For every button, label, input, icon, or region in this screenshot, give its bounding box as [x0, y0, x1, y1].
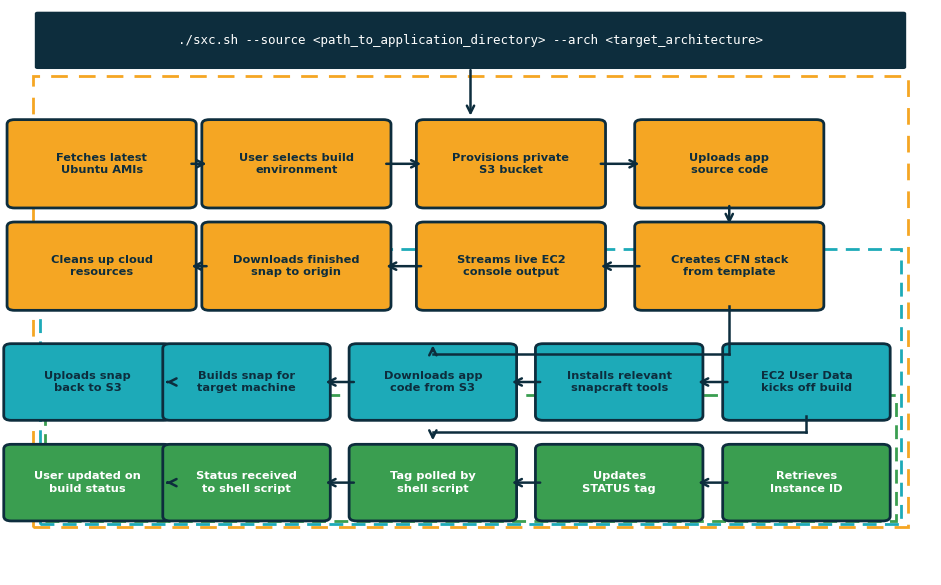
FancyBboxPatch shape [163, 344, 330, 420]
Text: EC2 User Data
kicks off build: EC2 User Data kicks off build [760, 371, 853, 393]
FancyBboxPatch shape [163, 445, 330, 521]
Text: Tag polled by
shell script: Tag polled by shell script [390, 472, 476, 494]
FancyBboxPatch shape [35, 12, 906, 69]
Text: Builds snap for
target machine: Builds snap for target machine [198, 371, 295, 393]
Text: Uploads snap
back to S3: Uploads snap back to S3 [44, 371, 131, 393]
Bar [33, 76, 908, 526]
FancyBboxPatch shape [4, 344, 171, 420]
Text: Creates CFN stack
from template: Creates CFN stack from template [671, 255, 788, 277]
FancyBboxPatch shape [416, 120, 606, 208]
FancyBboxPatch shape [201, 120, 391, 208]
Bar [45, 395, 896, 521]
FancyBboxPatch shape [723, 445, 890, 521]
FancyBboxPatch shape [634, 222, 823, 310]
Text: ./sxc.sh --source <path_to_application_directory> --arch <target_architecture>: ./sxc.sh --source <path_to_application_d… [178, 34, 763, 47]
Text: Downloads app
code from S3: Downloads app code from S3 [384, 371, 482, 393]
FancyBboxPatch shape [723, 344, 890, 420]
Text: Updates
STATUS tag: Updates STATUS tag [582, 472, 656, 494]
Text: Streams live EC2
console output: Streams live EC2 console output [456, 255, 566, 277]
Text: User updated on
build status: User updated on build status [34, 472, 141, 494]
Text: Status received
to shell script: Status received to shell script [196, 472, 297, 494]
Text: User selects build
environment: User selects build environment [239, 153, 354, 175]
Bar [40, 249, 901, 524]
FancyBboxPatch shape [8, 222, 197, 310]
FancyBboxPatch shape [535, 344, 703, 420]
FancyBboxPatch shape [535, 445, 703, 521]
FancyBboxPatch shape [8, 120, 197, 208]
Text: Cleans up cloud
resources: Cleans up cloud resources [51, 255, 152, 277]
FancyBboxPatch shape [634, 120, 823, 208]
Text: Downloads finished
snap to origin: Downloads finished snap to origin [233, 255, 359, 277]
Text: Fetches latest
Ubuntu AMIs: Fetches latest Ubuntu AMIs [56, 153, 147, 175]
Text: Uploads app
source code: Uploads app source code [689, 153, 770, 175]
Text: Provisions private
S3 bucket: Provisions private S3 bucket [453, 153, 569, 175]
Text: Retrieves
Instance ID: Retrieves Instance ID [770, 472, 843, 494]
Text: Installs relevant
snapcraft tools: Installs relevant snapcraft tools [566, 371, 672, 393]
FancyBboxPatch shape [349, 445, 517, 521]
FancyBboxPatch shape [349, 344, 517, 420]
FancyBboxPatch shape [201, 222, 391, 310]
FancyBboxPatch shape [4, 445, 171, 521]
FancyBboxPatch shape [416, 222, 606, 310]
